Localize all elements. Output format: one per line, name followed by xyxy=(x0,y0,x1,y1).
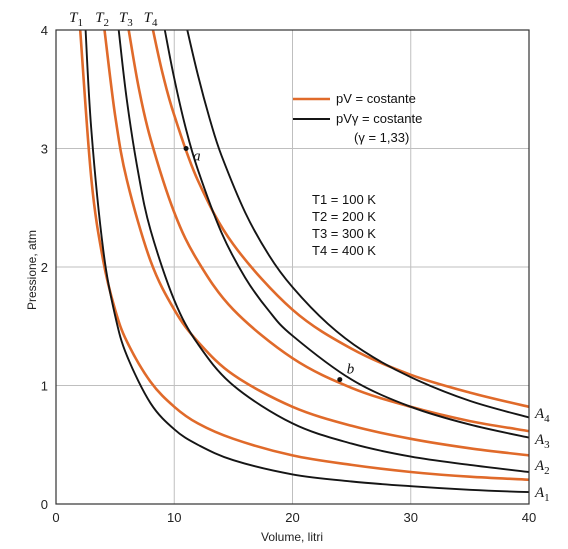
adiabat-a4 xyxy=(186,29,530,419)
y-tick-label-4: 4 xyxy=(41,23,48,38)
x-tick-label-4: 40 xyxy=(522,510,536,525)
y-tick-label-0: 0 xyxy=(41,497,48,512)
temperature-list: T1 = 100 K T2 = 200 K T3 = 300 K T4 = 40… xyxy=(312,192,376,258)
isotherm-t2 xyxy=(103,29,530,457)
y-tick-label-2: 2 xyxy=(41,260,48,275)
y-axis-title: Pressione, atm xyxy=(25,230,39,310)
legend-gamma-note: (γ = 1,33) xyxy=(354,130,409,145)
x-tick-label-2: 20 xyxy=(285,510,299,525)
point-label-a: a xyxy=(193,149,201,165)
temperature-t4: T4 = 400 K xyxy=(312,243,376,258)
isotherm-t1 xyxy=(78,29,530,481)
right-label-a4: A4 xyxy=(534,406,550,425)
curve-layer xyxy=(78,29,530,494)
top-label-t4: T4 xyxy=(144,10,158,29)
x-axis-title: Volume, litri xyxy=(261,530,323,544)
right-label-a3: A3 xyxy=(534,432,550,451)
adiabat-a1 xyxy=(84,29,530,494)
plot-frame xyxy=(55,29,530,505)
x-tick-label-3: 30 xyxy=(404,510,418,525)
x-tick-label-0: 0 xyxy=(52,510,59,525)
temperature-t2: T2 = 200 K xyxy=(312,209,376,224)
top-label-t2: T2 xyxy=(95,10,109,29)
point-a xyxy=(183,146,189,151)
legend-isotherm-label: pV = costante xyxy=(336,91,416,106)
isotherm-t4 xyxy=(151,29,530,409)
top-label-t1: T1 xyxy=(69,10,83,29)
tick-layer: 0 10 20 30 40 0 1 2 3 4 xyxy=(41,23,536,525)
right-label-a1: A1 xyxy=(534,485,550,504)
adiabat-a3 xyxy=(163,29,530,439)
top-label-t3: T3 xyxy=(119,10,133,29)
temperature-t3: T3 = 300 K xyxy=(312,226,376,241)
x-tick-label-1: 10 xyxy=(167,510,181,525)
adiabat-a2 xyxy=(117,29,530,473)
legend-adiabat-label: pVγ = costante xyxy=(336,111,422,126)
y-tick-label-1: 1 xyxy=(41,379,48,394)
isotherm-t3 xyxy=(127,29,530,433)
right-label-a2: A2 xyxy=(534,458,550,477)
legend: pV = costante pVγ = costante (γ = 1,33) xyxy=(293,91,422,145)
y-tick-label-3: 3 xyxy=(41,142,48,157)
point-b xyxy=(337,377,343,383)
point-label-b: b xyxy=(347,362,355,378)
label-layer: T1 T2 T3 T4 A4 A3 A2 A1 a b xyxy=(69,10,550,504)
temperature-t1: T1 = 100 K xyxy=(312,192,376,207)
